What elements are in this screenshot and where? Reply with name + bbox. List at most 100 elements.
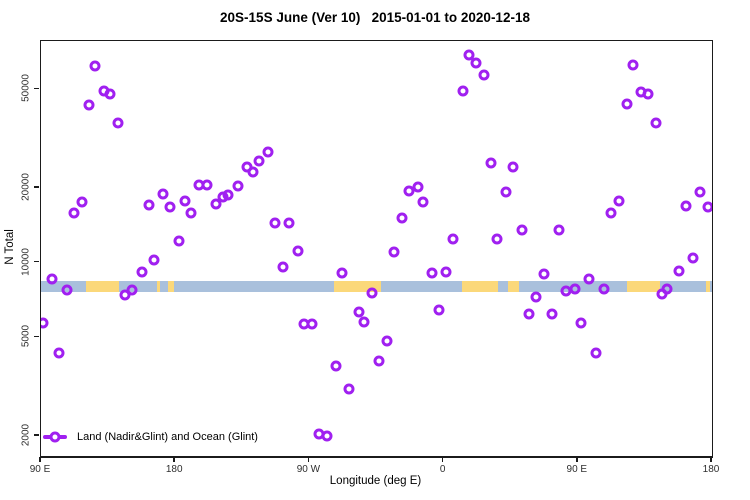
data-point [112, 117, 124, 129]
x-tick-label: 180 [702, 464, 720, 475]
y-tick [34, 87, 39, 90]
data-point [605, 207, 617, 219]
data-point [76, 196, 88, 208]
data-point [210, 198, 222, 210]
data-point [232, 180, 244, 192]
data-point [336, 267, 348, 279]
data-point [157, 188, 169, 200]
data-point [126, 284, 138, 296]
data-point [41, 317, 49, 329]
data-point [417, 196, 429, 208]
data-point [306, 318, 318, 330]
data-point [613, 195, 625, 207]
data-point [583, 273, 595, 285]
data-point [143, 199, 155, 211]
data-point [440, 266, 452, 278]
data-point [463, 49, 475, 61]
data-point [262, 146, 274, 158]
x-axis-label: Longitude (deg E) [329, 475, 422, 487]
x-tick-label: 180 [165, 464, 183, 475]
data-point [523, 308, 535, 320]
data-point [104, 88, 116, 100]
land-band-segment [85, 280, 120, 292]
plot-area: Land (Nadir&Glint) and Ocean (Glint) [40, 40, 713, 458]
data-point [478, 69, 490, 81]
land-band-segment [156, 280, 160, 292]
data-point [179, 195, 191, 207]
legend-label: Land (Nadir&Glint) and Ocean (Glint) [77, 431, 258, 443]
y-tick [34, 335, 39, 338]
data-point [269, 217, 281, 229]
data-point [381, 335, 393, 347]
data-point [426, 267, 438, 279]
data-point [516, 224, 528, 236]
y-axis-label: N Total [4, 229, 16, 265]
legend-line-symbol [43, 431, 67, 443]
data-point [507, 161, 519, 173]
y-tick [34, 260, 39, 263]
data-point [366, 287, 378, 299]
data-point [283, 217, 295, 229]
data-point [485, 157, 497, 169]
data-point [575, 317, 587, 329]
x-tick-label: 90 E [566, 464, 588, 475]
data-point [358, 316, 370, 328]
data-point [253, 155, 265, 167]
data-point [396, 212, 408, 224]
x-tick [39, 457, 41, 462]
data-point [491, 233, 503, 245]
data-point [673, 265, 685, 277]
x-tick-label: 90 E [29, 464, 51, 475]
land-band-segment [334, 280, 381, 292]
data-point [457, 85, 469, 97]
data-point [470, 57, 482, 69]
x-tick [173, 457, 175, 462]
x-tick [576, 457, 578, 462]
data-point [53, 347, 65, 359]
data-point [330, 360, 342, 372]
y-tick-label: 10000 [20, 247, 32, 276]
data-point [373, 355, 385, 367]
data-point [61, 284, 73, 296]
data-point [46, 273, 58, 285]
data-point [321, 430, 333, 442]
data-point [148, 254, 160, 265]
data-point [388, 246, 400, 258]
data-point [292, 245, 304, 257]
legend-circle-icon [49, 431, 61, 443]
data-point [247, 166, 259, 178]
data-point [694, 186, 706, 198]
data-point [687, 252, 699, 264]
data-point [680, 200, 692, 212]
x-tick [710, 457, 712, 462]
data-point [530, 291, 542, 303]
y-tick-label: 50000 [20, 74, 32, 103]
y-tick-label: 20000 [20, 173, 32, 201]
data-point [661, 283, 673, 295]
land-band-segment [462, 280, 499, 292]
data-point [277, 261, 289, 273]
x-tick [307, 457, 310, 462]
data-point [569, 283, 581, 295]
land-band-segment [706, 280, 710, 292]
y-tick-label: 2000 [20, 423, 32, 447]
data-point [119, 289, 131, 301]
data-point [222, 189, 234, 201]
data-point [173, 235, 185, 247]
x-tick-label: 90 W [296, 464, 321, 475]
data-point [598, 283, 610, 295]
y-tick [34, 434, 39, 436]
x-tick [441, 457, 444, 462]
data-point [546, 308, 558, 320]
legend: Land (Nadir&Glint) and Ocean (Glint) [43, 430, 258, 444]
data-point [201, 179, 213, 191]
data-point [642, 88, 654, 100]
data-point [702, 201, 712, 213]
data-point [627, 59, 639, 71]
x-tick-label: 0 [439, 464, 446, 475]
data-point [89, 60, 101, 72]
y-tick [34, 186, 39, 188]
data-point [447, 233, 459, 245]
y-tick-label: 5000 [20, 325, 32, 348]
